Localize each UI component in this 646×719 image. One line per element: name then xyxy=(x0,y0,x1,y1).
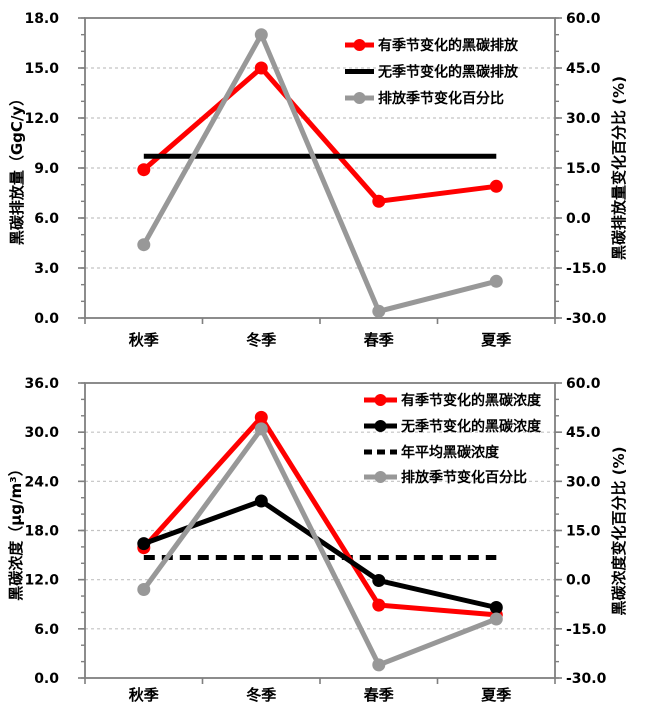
right-axis-tick-label: 60.0 xyxy=(566,11,601,27)
data-point xyxy=(489,612,503,626)
legend-marker xyxy=(374,394,387,406)
left-axis-title: 黑碳排放量（GgC/y） xyxy=(8,91,26,245)
left-axis-tick-label: 30.0 xyxy=(24,425,59,441)
left-axis-tick-label: 9.0 xyxy=(34,161,59,177)
right-axis-tick-label: 45.0 xyxy=(566,61,601,77)
x-axis-label: 春季 xyxy=(364,331,394,349)
legend-label: 排放季节变化百分比 xyxy=(378,90,504,107)
data-point xyxy=(489,601,503,614)
left-axis-tick-label: 12.0 xyxy=(24,573,59,589)
data-point xyxy=(254,61,268,75)
left-axis-tick-label: 36.0 xyxy=(24,376,59,392)
left-axis-title: 黑碳浓度（μg/m³） xyxy=(7,461,25,600)
series-line xyxy=(141,426,498,668)
left-axis-tick-label: 18.0 xyxy=(24,11,59,27)
series-1 xyxy=(137,61,503,208)
data-point xyxy=(254,28,268,42)
series-line xyxy=(141,32,497,314)
legend-label: 无季节变化的黑碳浓度 xyxy=(400,418,542,435)
legend-item: 排放季节变化百分比 xyxy=(364,469,527,486)
legend-item: 有季节变化的黑碳排放 xyxy=(345,37,519,54)
right-axis-tick-label: -15.0 xyxy=(566,622,607,638)
right-axis-tick-label: 30.0 xyxy=(566,474,601,490)
right-axis-tick-label: 45.0 xyxy=(566,425,601,441)
legend-marker xyxy=(374,420,387,432)
data-point xyxy=(137,238,151,252)
legend-item: 无季节变化的黑碳排放 xyxy=(345,64,519,81)
right-axis-tick-label: -30.0 xyxy=(566,671,607,687)
data-point xyxy=(372,598,386,612)
right-axis-title: 黑碳排放量变化百分比 (%) xyxy=(610,76,628,260)
black-carbon-concentration-chart: 0.0 6.0 12.0 18.0 24.0 30.0 36.0 -30.0 -15.0 0.0 1… xyxy=(7,376,628,704)
left-axis-tick-label: 6.0 xyxy=(34,622,59,638)
left-axis-tick-label: 15.0 xyxy=(24,61,59,77)
data-point xyxy=(137,163,151,177)
x-axis-label: 秋季 xyxy=(129,331,159,349)
data-point xyxy=(489,274,503,288)
black-carbon-emission-chart: 0.0 3.0 6.0 9.0 12.0 15.0 18.0 -30.0 -15.0 0.0 15.… xyxy=(8,11,628,349)
series-3 xyxy=(137,28,503,318)
legend-item: 排放季节变化百分比 xyxy=(345,90,504,107)
x-axis-label: 秋季 xyxy=(129,686,159,704)
legend-label: 有季节变化的黑碳排放 xyxy=(378,37,519,54)
data-point xyxy=(254,422,268,436)
legend-label: 无季节变化的黑碳排放 xyxy=(377,64,519,81)
x-axis-label: 夏季 xyxy=(480,331,511,349)
right-axis-tick-label: 0.0 xyxy=(566,211,591,227)
legend-item: 无季节变化的黑碳浓度 xyxy=(364,418,542,435)
series-2 xyxy=(137,494,503,614)
series-line xyxy=(142,498,497,610)
right-axis-tick-label: 0.0 xyxy=(566,573,591,589)
right-axis-tick-label: 15.0 xyxy=(566,524,601,540)
data-point xyxy=(254,410,268,424)
legend-label: 排放季节变化百分比 xyxy=(401,469,527,486)
legend-label: 年平均黑碳浓度 xyxy=(401,444,500,461)
right-axis-tick-label: -30.0 xyxy=(566,311,607,327)
data-point xyxy=(489,179,503,193)
legend-item: 年平均黑碳浓度 xyxy=(364,444,500,461)
left-axis-tick-label: 0.0 xyxy=(34,311,59,327)
left-axis-tick-label: 0.0 xyxy=(34,671,59,687)
data-point xyxy=(372,574,386,587)
legend-marker xyxy=(353,39,366,51)
legend-label: 有季节变化的黑碳浓度 xyxy=(401,392,542,409)
series-1 xyxy=(137,410,503,622)
x-axis-label: 夏季 xyxy=(480,686,511,704)
right-axis-tick-label: -15.0 xyxy=(566,261,607,277)
left-axis-tick-label: 18.0 xyxy=(24,524,59,540)
data-point xyxy=(137,583,151,596)
data-point xyxy=(254,494,268,508)
data-point xyxy=(372,658,386,672)
series-line xyxy=(142,65,497,204)
left-axis-tick-label: 12.0 xyxy=(24,111,59,127)
legend-item: 有季节变化的黑碳浓度 xyxy=(364,392,542,409)
x-axis-label: 春季 xyxy=(364,686,394,704)
series-4 xyxy=(137,422,503,672)
left-axis-tick-label: 3.0 xyxy=(34,261,59,277)
right-axis-tick-label: 15.0 xyxy=(566,161,601,177)
series-line xyxy=(141,414,497,618)
legend-marker xyxy=(353,92,366,104)
right-axis-tick-label: 30.0 xyxy=(566,111,601,127)
data-point xyxy=(137,537,151,551)
data-point xyxy=(372,304,386,318)
right-axis-title: 黑碳浓度变化百分比 (%) xyxy=(610,447,628,616)
left-axis-tick-label: 24.0 xyxy=(24,474,59,490)
x-axis-label: 冬季 xyxy=(246,686,276,704)
legend-marker xyxy=(374,471,387,483)
right-axis-tick-label: 60.0 xyxy=(566,376,601,392)
left-axis-tick-label: 6.0 xyxy=(34,211,59,227)
x-axis-label: 冬季 xyxy=(246,331,276,349)
data-point xyxy=(372,194,386,208)
